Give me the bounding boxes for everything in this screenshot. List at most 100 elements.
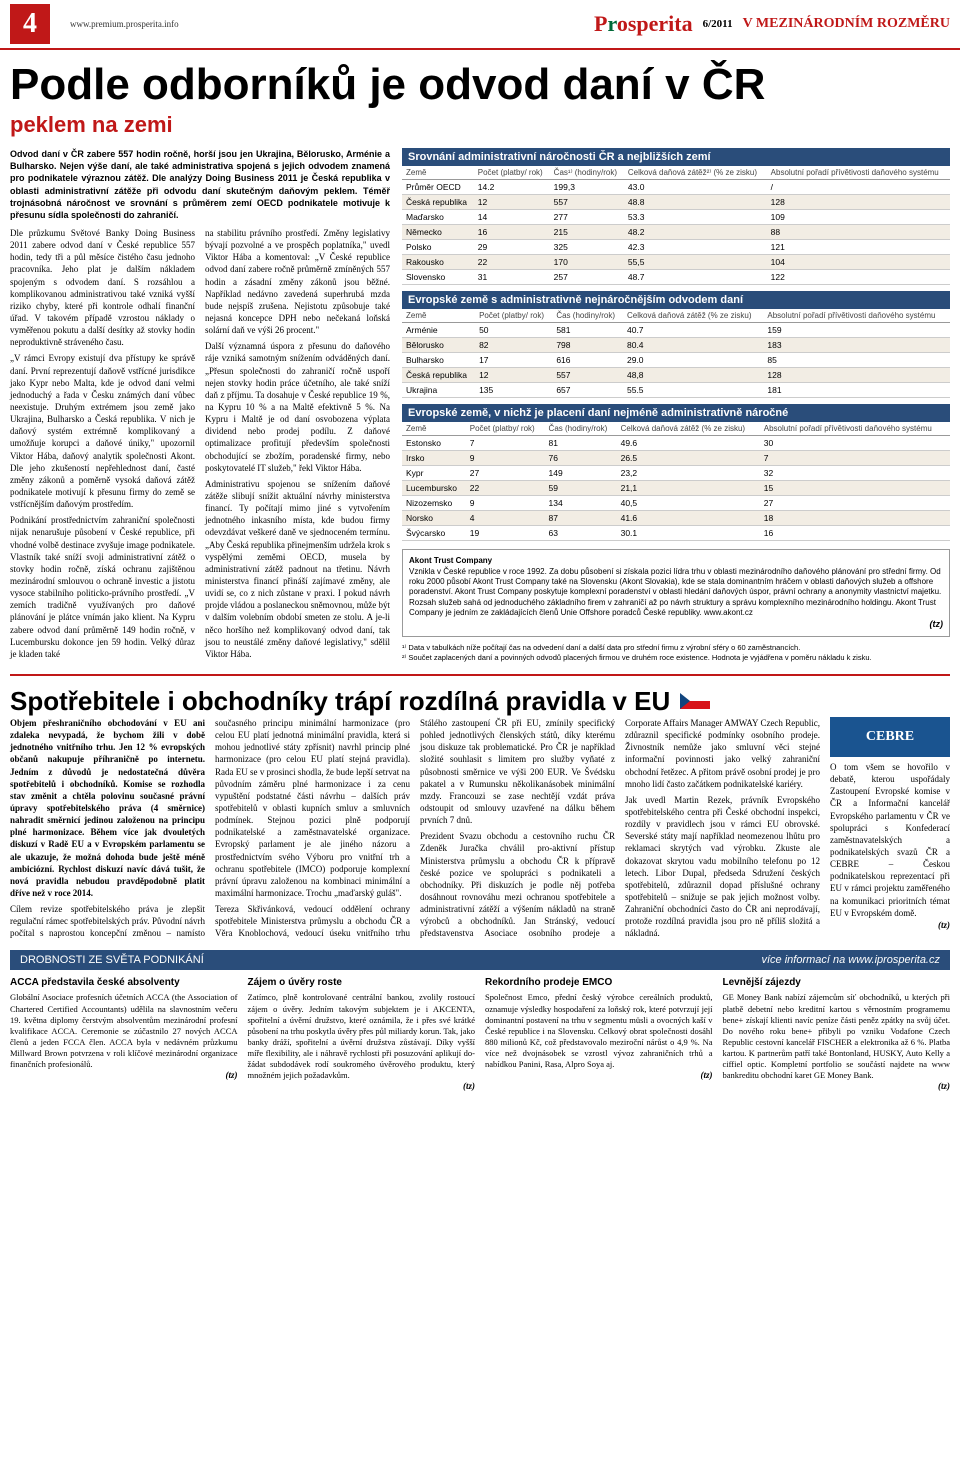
table-cell: 15 <box>760 481 950 496</box>
table1-title: Srovnání administrativní náročnosti ČR a… <box>402 148 950 166</box>
table-cell: 85 <box>763 353 950 368</box>
table-row: Irsko97626.57 <box>402 451 950 466</box>
table-cell: Bělorusko <box>402 338 475 353</box>
article1-title: Podle odborníků je odvod daní v ČR <box>0 50 960 112</box>
th: Celková daňová zátěž (% ze zisku) <box>617 422 760 436</box>
table-cell: 199,3 <box>550 180 624 195</box>
th: Čas¹⁾ (hodiny/rok) <box>550 166 624 180</box>
cebre-sidebar: CEBRE O tom všem se hovořilo v debatě, k… <box>830 717 950 941</box>
table-cell: 16 <box>474 225 550 240</box>
table-cell: 104 <box>767 255 950 270</box>
strip-item-title: Levnější zájezdy <box>723 976 951 989</box>
table-cell: 14.2 <box>474 180 550 195</box>
table3-title: Evropské země, v nichž je placení daní n… <box>402 404 950 422</box>
table-cell: 49.6 <box>617 436 760 451</box>
czech-flag-icon <box>680 693 710 709</box>
table-cell: 21,1 <box>617 481 760 496</box>
table-cell: 80.4 <box>623 338 763 353</box>
table-cell: 616 <box>552 353 623 368</box>
company-title: Akont Trust Company <box>409 556 943 566</box>
strip-item-body: Společnost Emco, přední český výrobce ce… <box>485 992 713 1069</box>
article2-body: Objem přeshraničního obchodování v EU an… <box>0 717 960 941</box>
table-cell: 149 <box>545 466 617 481</box>
strip-item: Rekordního prodeje EMCO Společnost Emco,… <box>485 976 713 1092</box>
table-cell: 48.7 <box>624 270 767 285</box>
table-cell: Rakousko <box>402 255 474 270</box>
page: 4 www.premium.prosperita.info Prosperita… <box>0 0 960 1103</box>
article2-columns: Objem přeshraničního obchodování v EU an… <box>10 717 820 941</box>
table-cell: 581 <box>552 323 623 338</box>
article1-subtitle: peklem na zemi <box>0 112 960 148</box>
table-cell: 29 <box>474 240 550 255</box>
table-cell: 26.5 <box>617 451 760 466</box>
table-cell: 128 <box>763 368 950 383</box>
table-cell: 76 <box>545 451 617 466</box>
signature: (tz) <box>723 1081 951 1093</box>
th: Počet (platby/ rok) <box>474 166 550 180</box>
article2-lead: Objem přeshraničního obchodování v EU an… <box>10 718 205 898</box>
table-cell: 55,5 <box>624 255 767 270</box>
article1-p: Podnikání prostřednictvím zahraniční spo… <box>10 514 195 660</box>
th: Země <box>402 166 474 180</box>
table-cell: 277 <box>550 210 624 225</box>
table-cell: 55.5 <box>623 383 763 398</box>
table-cell: Nizozemsko <box>402 496 466 511</box>
section-name: V MEZINÁRODNÍM ROZMĚRU <box>743 16 950 32</box>
table-cell: 82 <box>475 338 552 353</box>
article1-p: na stabilitu právního prostředí. Změny l… <box>205 227 390 336</box>
table-cell: 9 <box>466 496 545 511</box>
strip-more-link: více informací na www.iprosperita.cz <box>761 954 940 966</box>
th: Počet (platby/ rok) <box>466 422 545 436</box>
table3: Země Počet (platby/ rok) Čas (hodiny/rok… <box>402 422 950 541</box>
table-cell: Lucembursko <box>402 481 466 496</box>
table-cell: Německo <box>402 225 474 240</box>
table-cell: 170 <box>550 255 624 270</box>
table-cell: 32 <box>760 466 950 481</box>
table-row: Průměr OECD14.2199,343.0/ <box>402 180 950 195</box>
table-cell: Slovensko <box>402 270 474 285</box>
strip-item: Zájem o úvěry roste Zatímco, plně kontro… <box>248 976 476 1092</box>
strip-item-title: Zájem o úvěry roste <box>248 976 476 989</box>
th: Celková daňová zátěž (% ze zisku) <box>623 309 763 323</box>
th: Čas (hodiny/rok) <box>552 309 623 323</box>
signature: (tz) <box>830 919 950 931</box>
table-row: Německo1621548.288 <box>402 225 950 240</box>
table-cell: 30 <box>760 436 950 451</box>
table-row: Lucembursko225921,115 <box>402 481 950 496</box>
table-cell: 88 <box>767 225 950 240</box>
cebre-logo: CEBRE <box>830 717 950 757</box>
table-cell: 128 <box>767 195 950 210</box>
th: Počet (platby/ rok) <box>475 309 552 323</box>
table-cell: 159 <box>763 323 950 338</box>
table-cell: 18 <box>760 511 950 526</box>
strip-item-body: Globální Asociace profesních účetních AC… <box>10 992 238 1069</box>
table-row: Rakousko2217055,5104 <box>402 255 950 270</box>
table-row: Polsko2932542.3121 <box>402 240 950 255</box>
table-cell: Švýcarsko <box>402 526 466 541</box>
table-cell: 50 <box>475 323 552 338</box>
article2-title: Spotřebitele i obchodníky trápí rozdílná… <box>10 686 670 717</box>
table-cell: 48.2 <box>624 225 767 240</box>
strip-title: DROBNOSTI ZE SVĚTA PODNIKÁNÍ <box>20 954 204 966</box>
signature: (tz) <box>409 619 943 631</box>
article1-text-columns: Odvod daní v ČR zabere 557 hodin ročně, … <box>10 148 390 664</box>
table-cell: 12 <box>474 195 550 210</box>
table1: Země Počet (platby/ rok) Čas¹⁾ (hodiny/r… <box>402 166 950 285</box>
table-cell: 122 <box>767 270 950 285</box>
article1-p: Dle průzkumu Světové Banky Doing Busines… <box>10 227 195 348</box>
table-cell: 4 <box>466 511 545 526</box>
table-cell: 7 <box>760 451 950 466</box>
table-cell: 48,8 <box>623 368 763 383</box>
strip-item-body: Zatímco, plně kontrolované centrální ban… <box>248 992 476 1080</box>
article1-p: „V rámci Evropy existují dva přístupy ke… <box>10 352 195 510</box>
strip-item-title: Rekordního prodeje EMCO <box>485 976 713 989</box>
table-cell: 183 <box>763 338 950 353</box>
logo: Prosperita <box>594 11 693 37</box>
table-cell: Bulharsko <box>402 353 475 368</box>
table-row: Arménie5058140.7159 <box>402 323 950 338</box>
issue-number: 6/2011 <box>703 18 733 30</box>
table-cell: Irsko <box>402 451 466 466</box>
table-cell: 325 <box>550 240 624 255</box>
signature: (tz) <box>248 1081 476 1093</box>
table-cell: 798 <box>552 338 623 353</box>
